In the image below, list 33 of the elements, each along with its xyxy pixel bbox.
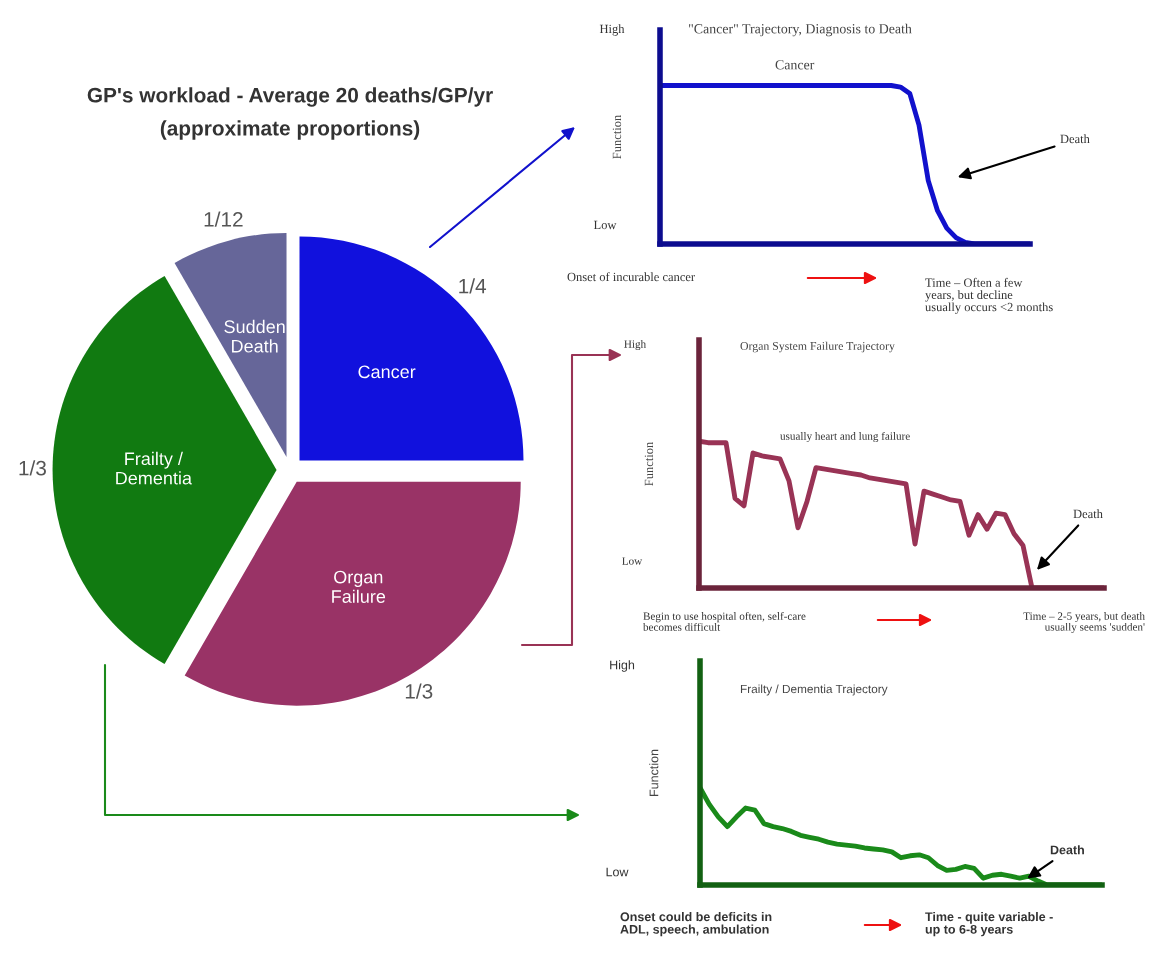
text: Onset of incurable cancer [567, 272, 695, 282]
slice-label: Cancer [358, 365, 416, 379]
chart-subtitle: (approximate proportions) [160, 120, 420, 140]
chart-title: Organ System Failure Trajectory [740, 341, 895, 353]
text: High [624, 339, 646, 351]
chart-title: GP's workload - Average 20 deaths/GP/yr [87, 87, 493, 107]
data-label: 1/3 [19, 460, 46, 476]
y-axis-title: Function [644, 441, 654, 486]
y-axis-title: Function [649, 749, 659, 796]
data-label: 1/12 [204, 211, 243, 227]
data-label: 1/4 [459, 278, 487, 294]
text: High [599, 24, 625, 36]
data-label: 1/3 [405, 683, 433, 699]
annotation: usually heart and lung failure [780, 431, 910, 443]
slice-label: Sudden Death [224, 319, 285, 353]
text: Time – 2-5 years, but death usually seems 'sudden' [1023, 612, 1145, 633]
text: Time – Often a few years, but decline usually occurs <2 months [925, 277, 1053, 314]
annotation: Death [1073, 509, 1103, 519]
chart-title: Frailty / Dementia Trajectory [740, 684, 888, 696]
text: Low [622, 557, 643, 565]
y-axis-title: Function [612, 114, 622, 159]
text: High [610, 660, 635, 672]
annotation: Death [1050, 845, 1084, 855]
text: Low [593, 220, 617, 230]
text: Low [606, 867, 629, 877]
text: Death [1060, 134, 1090, 144]
chart-title: "Cancer" Trajectory, Diagnosis to Death [688, 23, 912, 37]
slice-label: Organ Failure [332, 570, 386, 603]
text: Time - quite variable - up to 6-8 years [925, 912, 1053, 937]
text: Onset could be deficits in ADL, speech, ambulation [620, 912, 772, 937]
slice-label: Frailty / Dementia [116, 451, 192, 485]
series-label: Cancer [775, 60, 815, 70]
text: Begin to use hospital often, self-care becomes difficult [643, 612, 806, 631]
